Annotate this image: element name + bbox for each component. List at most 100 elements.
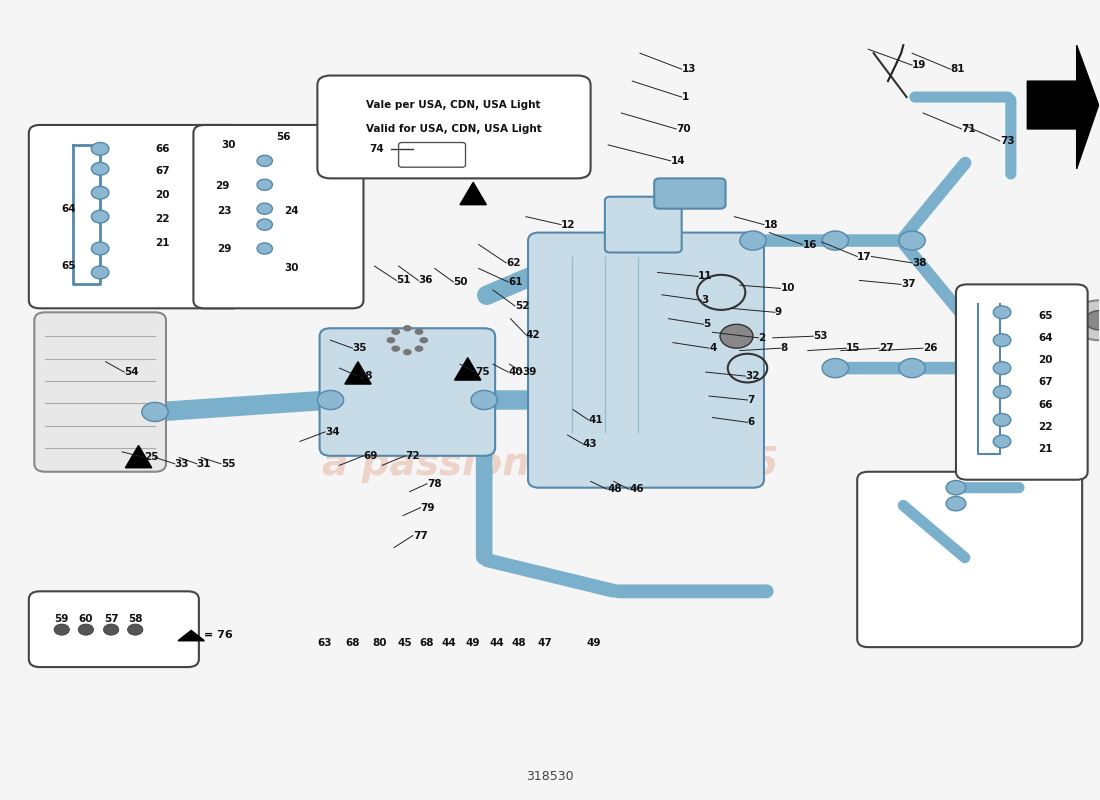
Polygon shape [344,362,371,384]
Text: 18: 18 [764,220,779,230]
Circle shape [54,624,69,635]
FancyBboxPatch shape [956,285,1088,480]
FancyArrowPatch shape [1002,322,1042,343]
Text: 25: 25 [144,452,158,462]
Circle shape [993,362,1011,374]
Text: 69: 69 [363,451,377,461]
Circle shape [822,358,848,378]
Text: 49: 49 [586,638,601,648]
Circle shape [720,324,754,348]
Polygon shape [460,182,486,205]
Text: 34: 34 [326,427,340,437]
Text: 44: 44 [442,638,456,648]
Text: 66: 66 [1038,400,1053,410]
Circle shape [91,242,109,255]
Polygon shape [1027,46,1099,169]
FancyBboxPatch shape [318,75,591,178]
Circle shape [993,306,1011,318]
Circle shape [392,346,400,352]
Text: 23: 23 [218,206,232,216]
Circle shape [993,386,1011,398]
Circle shape [91,266,109,279]
Circle shape [91,142,109,155]
Text: Vale per USA, CDN, USA Light: Vale per USA, CDN, USA Light [366,100,541,110]
Circle shape [419,337,428,343]
Text: 29: 29 [216,181,230,190]
Text: 36: 36 [418,275,432,286]
Text: 61: 61 [508,277,522,287]
Text: 11: 11 [698,271,713,282]
Text: 9: 9 [774,307,782,318]
Circle shape [471,390,497,410]
FancyBboxPatch shape [320,328,495,456]
Text: 59: 59 [55,614,69,624]
Circle shape [415,346,424,352]
Circle shape [740,231,767,250]
Circle shape [946,481,966,495]
FancyBboxPatch shape [29,125,243,308]
Text: 318530: 318530 [526,770,574,782]
Circle shape [993,334,1011,346]
Text: 65: 65 [62,261,76,271]
Text: 15: 15 [846,343,860,353]
Text: 12: 12 [561,220,575,230]
Text: 29: 29 [218,243,232,254]
Text: 81: 81 [950,64,965,74]
Text: 64: 64 [1038,333,1053,343]
Text: 66: 66 [155,144,169,154]
Text: 74: 74 [368,144,384,154]
Text: 48: 48 [607,484,621,494]
Text: Valid for USA, CDN, USA Light: Valid for USA, CDN, USA Light [365,124,541,134]
Circle shape [386,337,395,343]
Text: 24: 24 [285,206,299,216]
Circle shape [1071,300,1100,340]
Text: 43: 43 [583,439,597,449]
Circle shape [946,497,966,511]
Text: 51: 51 [396,275,411,286]
Text: 52: 52 [515,301,529,311]
Text: 71: 71 [961,124,976,134]
Text: 6: 6 [748,418,755,427]
Circle shape [257,243,273,254]
Circle shape [91,210,109,223]
Circle shape [899,231,925,250]
Text: 78: 78 [427,478,442,489]
Text: 7: 7 [748,395,755,405]
FancyBboxPatch shape [857,472,1082,647]
Text: 39: 39 [522,367,537,377]
Circle shape [142,402,168,422]
Text: 79: 79 [420,502,434,513]
Text: 75: 75 [475,367,490,377]
Circle shape [257,179,273,190]
Circle shape [78,624,94,635]
Circle shape [91,186,109,199]
Text: 33: 33 [175,458,189,469]
Text: 19: 19 [912,60,926,70]
Text: 60: 60 [78,614,94,624]
Text: 5: 5 [704,319,711,330]
Text: 30: 30 [221,140,235,150]
Text: 16: 16 [802,239,817,250]
FancyBboxPatch shape [194,125,363,308]
Text: 8: 8 [780,343,788,353]
Text: 50: 50 [453,277,468,287]
FancyArrowPatch shape [157,400,328,412]
Circle shape [103,624,119,635]
Text: 80: 80 [373,638,387,648]
Circle shape [257,155,273,166]
Text: 46: 46 [629,484,644,494]
Circle shape [899,358,925,378]
FancyArrowPatch shape [903,242,965,318]
Text: 47: 47 [537,638,552,648]
Text: 27: 27 [879,343,894,353]
FancyBboxPatch shape [605,197,682,253]
FancyArrowPatch shape [487,560,613,590]
Circle shape [257,219,273,230]
Text: 28: 28 [358,371,373,381]
Text: 10: 10 [780,283,795,294]
Circle shape [392,329,400,335]
Circle shape [1086,310,1100,330]
Text: 1: 1 [682,92,689,102]
Text: 31: 31 [197,458,211,469]
Polygon shape [125,446,152,468]
